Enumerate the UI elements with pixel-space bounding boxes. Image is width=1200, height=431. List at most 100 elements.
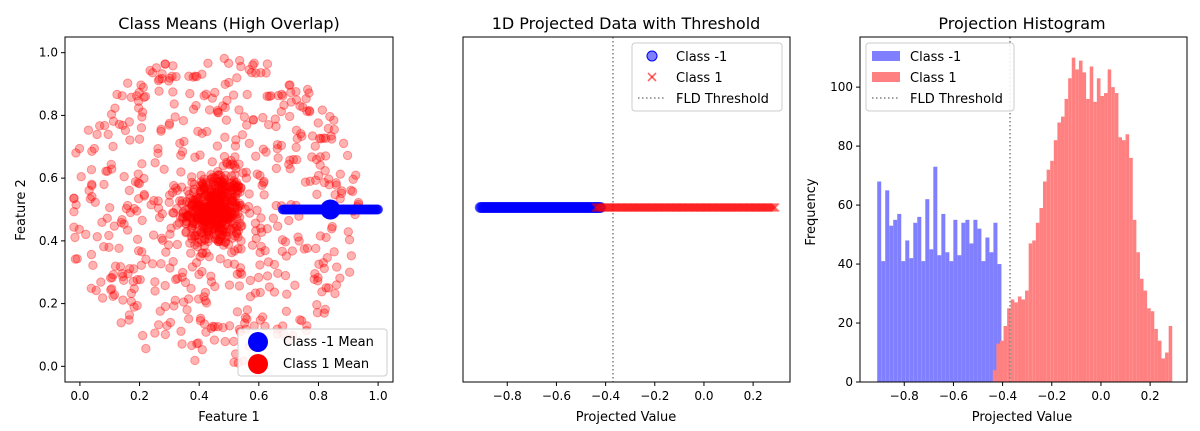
data-point — [214, 180, 224, 191]
data-point — [87, 191, 97, 202]
data-point — [645, 202, 655, 213]
data-point — [158, 235, 168, 245]
histogram-bar — [1003, 325, 1008, 382]
data-point — [180, 205, 191, 215]
data-point — [227, 210, 237, 220]
data-point — [207, 93, 217, 103]
data-point — [725, 202, 735, 213]
data-point — [323, 283, 334, 293]
data-point — [248, 115, 258, 125]
data-point — [194, 200, 204, 210]
data-point — [187, 234, 197, 244]
data-point — [264, 91, 274, 102]
data-point — [222, 159, 233, 169]
data-point — [220, 196, 230, 207]
data-point — [630, 202, 640, 213]
data-point — [312, 189, 322, 200]
data-point — [624, 202, 634, 213]
data-point — [659, 202, 669, 213]
data-point — [212, 107, 223, 117]
data-point — [188, 72, 198, 82]
data-point — [220, 212, 231, 222]
data-point — [199, 216, 209, 226]
data-point — [133, 246, 144, 256]
data-point — [194, 269, 204, 280]
data-point — [215, 223, 225, 233]
data-point — [253, 272, 264, 283]
data-point — [232, 203, 242, 214]
data-point — [71, 148, 81, 158]
data-point — [222, 196, 232, 206]
data-point — [160, 59, 170, 69]
data-point — [642, 202, 652, 213]
data-point — [258, 178, 269, 188]
data-point — [252, 169, 262, 179]
data-point — [202, 126, 212, 137]
data-point — [640, 202, 650, 213]
data-point — [192, 214, 202, 224]
data-point — [302, 243, 313, 253]
histogram-bar — [1039, 208, 1044, 382]
histogram-bar — [929, 249, 934, 382]
data-point — [219, 213, 229, 223]
data-point — [170, 112, 180, 122]
data-point — [244, 64, 254, 75]
data-point — [209, 223, 219, 234]
data-point — [271, 163, 282, 174]
data-point — [201, 248, 211, 258]
data-point — [738, 202, 748, 213]
legend: Class -1 Class 1 FLD Threshold — [865, 42, 1015, 112]
data-point — [230, 188, 241, 198]
data-point — [313, 276, 323, 286]
data-point — [188, 209, 198, 219]
data-point — [208, 178, 218, 188]
data-point — [678, 202, 688, 213]
data-point — [191, 71, 202, 82]
histogram-bar — [881, 261, 886, 382]
data-point — [128, 276, 138, 287]
data-point — [206, 271, 216, 281]
data-point — [117, 91, 127, 101]
data-point — [133, 103, 144, 113]
data-point — [181, 219, 191, 229]
data-point — [762, 202, 772, 213]
data-point — [203, 227, 214, 237]
data-point — [151, 63, 161, 73]
data-point — [147, 259, 158, 269]
data-point — [230, 152, 240, 162]
data-point — [164, 197, 174, 208]
x-tick-label: −0.6 — [939, 389, 968, 403]
data-point — [747, 202, 758, 213]
data-point — [195, 187, 205, 197]
data-point — [660, 202, 670, 213]
data-point — [689, 202, 699, 213]
class1-mean-marker — [204, 199, 225, 220]
data-point — [196, 170, 206, 181]
data-point — [198, 217, 209, 227]
chart-title: Projection Histogram — [938, 14, 1105, 33]
data-point — [730, 202, 740, 213]
data-point — [229, 201, 240, 211]
data-point — [196, 227, 206, 237]
data-point — [245, 275, 256, 286]
data-point — [141, 254, 151, 264]
data-point — [732, 202, 742, 213]
data-point — [222, 95, 232, 106]
data-point — [307, 152, 317, 162]
data-point — [230, 141, 241, 151]
data-point — [320, 151, 331, 161]
data-point — [198, 180, 208, 190]
histogram-bar — [1096, 78, 1101, 383]
data-point — [183, 314, 194, 324]
data-point — [222, 192, 232, 202]
data-point — [261, 68, 271, 78]
data-point — [210, 181, 220, 191]
x-tick-label: 0.4 — [190, 389, 209, 403]
histogram-bar — [996, 343, 1000, 382]
histogram-bar — [957, 255, 962, 382]
data-point — [199, 227, 209, 238]
data-point — [178, 116, 189, 126]
data-point — [232, 269, 243, 279]
data-point — [154, 212, 165, 223]
data-point — [190, 71, 200, 81]
